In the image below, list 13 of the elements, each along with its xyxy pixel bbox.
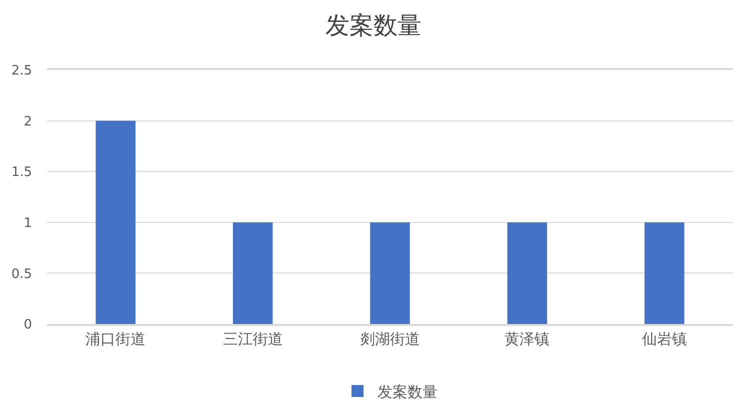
x-tick-label: 仙岩镇 <box>642 330 687 348</box>
y-tick-label: 2.5 <box>11 64 32 79</box>
chart-title: 发案数量 <box>326 12 422 40</box>
x-tick-label: 剡湖街道 <box>360 330 420 348</box>
x-tick-label: 黄泽镇 <box>504 330 550 348</box>
x-tick-label: 三江街道 <box>222 330 283 348</box>
y-tick-label: 2 <box>24 114 32 130</box>
y-tick-label: 0 <box>24 318 32 333</box>
legend-label: 发案数量 <box>378 382 438 401</box>
y-tick-label: 1 <box>24 216 32 231</box>
y-tick-label: 0.5 <box>11 266 32 282</box>
y-tick-label: 1.5 <box>11 165 32 180</box>
x-tick-label: 浦口街道 <box>86 330 146 348</box>
